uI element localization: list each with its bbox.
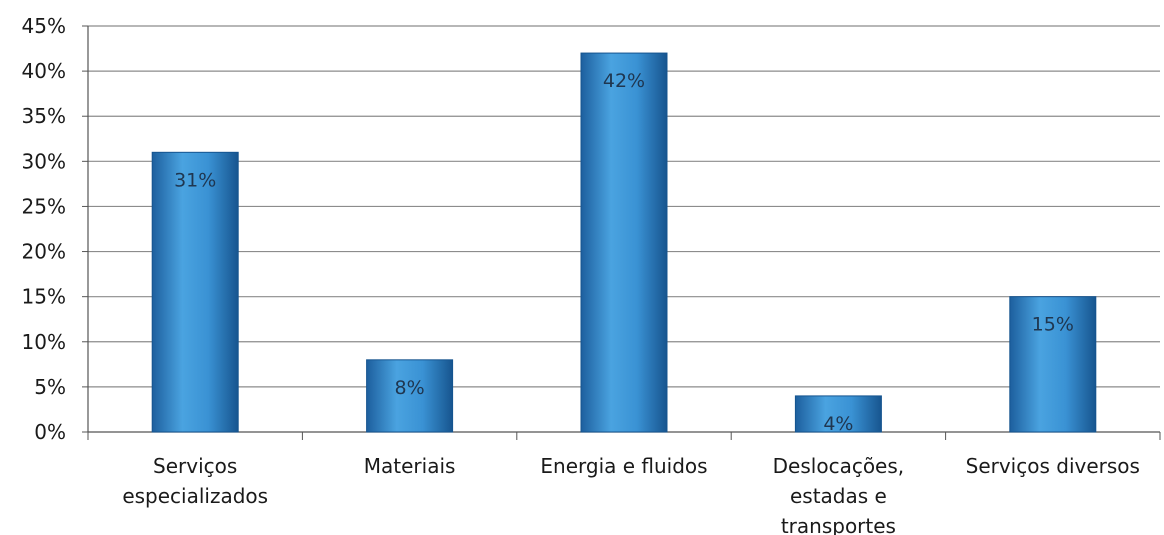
bar: [1009, 296, 1097, 433]
y-tick-label: 30%: [22, 149, 66, 173]
x-category-label: Serviços diversos: [966, 454, 1140, 478]
bar: [366, 359, 454, 433]
data-label: 31%: [174, 169, 216, 191]
bar: [151, 151, 239, 433]
x-category-label: Materiais: [364, 454, 456, 478]
x-category-label: Serviços: [153, 454, 237, 478]
bar: [580, 52, 668, 433]
y-tick-label: 40%: [22, 59, 66, 83]
x-category-label: transportes: [781, 514, 896, 535]
data-label: 42%: [603, 70, 645, 92]
data-label: 15%: [1032, 314, 1074, 336]
x-category-label: Energia e fluidos: [540, 454, 707, 478]
bars: [151, 52, 1097, 433]
y-tick-label: 5%: [34, 375, 66, 399]
y-tick-label: 35%: [22, 104, 66, 128]
x-category-label: Deslocações,: [773, 454, 904, 478]
y-tick-label: 15%: [22, 285, 66, 309]
y-tick-label: 10%: [22, 330, 66, 354]
bar: [794, 395, 882, 433]
y-tick-label: 25%: [22, 194, 66, 218]
y-tick-label: 0%: [34, 420, 66, 444]
y-tick-label: 45%: [22, 14, 66, 38]
data-label: 4%: [823, 413, 853, 435]
data-label: 8%: [395, 377, 425, 399]
x-category-label: estadas e: [790, 484, 887, 508]
y-tick-label: 20%: [22, 240, 66, 264]
x-category-label: especializados: [122, 484, 268, 508]
labels: 0% 5% 10% 15% 20% 25% 30% 35% 40% 45% 31% Serviços e…: [22, 14, 1140, 535]
